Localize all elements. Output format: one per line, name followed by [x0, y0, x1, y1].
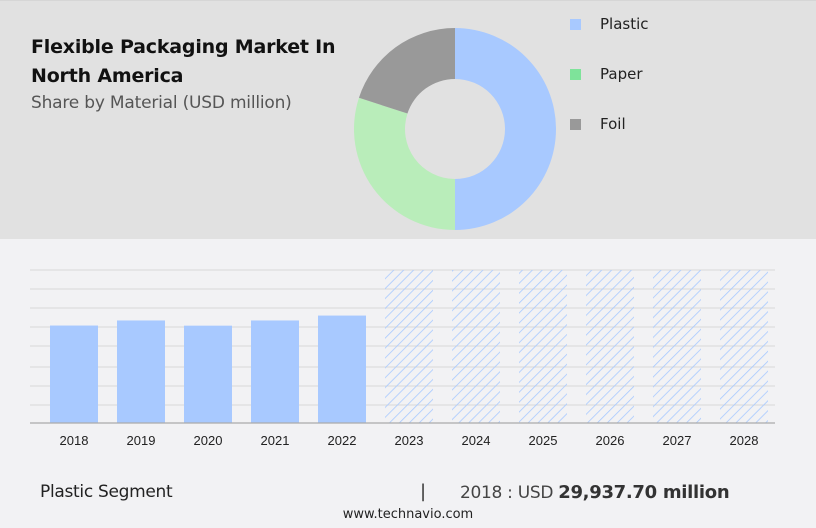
bar-2028: [720, 270, 768, 423]
x-label-2024: 2024: [461, 433, 491, 448]
donut-slice-paper: [354, 97, 455, 231]
legend-label: Paper: [600, 65, 643, 83]
value-amount: 29,937.70 million: [558, 482, 730, 503]
bar-2024: [452, 270, 500, 423]
bar-2026: [586, 270, 634, 423]
bar-2022: [318, 315, 366, 423]
bar-2019: [117, 320, 165, 423]
bars: [50, 270, 768, 423]
donut-slice-foil: [358, 28, 455, 114]
bar-chart: [30, 269, 775, 424]
donut-slice-plastic: [455, 28, 556, 230]
chart-title: Flexible Packaging Market In North Ameri…: [31, 36, 336, 87]
foil-swatch-icon: [570, 118, 581, 130]
plastic-swatch-icon: [570, 18, 581, 30]
x-label-2023: 2023: [394, 433, 424, 448]
legend-item-plastic: Plastic: [570, 15, 649, 33]
value-prefix: 2018 : USD: [460, 483, 554, 503]
bar-2020: [184, 325, 232, 423]
bar-2025: [519, 270, 567, 423]
bar-2021: [251, 320, 299, 423]
legend-label: Plastic: [600, 15, 649, 33]
x-label-2025: 2025: [528, 433, 558, 448]
x-label-2022: 2022: [327, 433, 357, 448]
source-url: www.technavio.com: [342, 507, 474, 522]
x-label-2018: 2018: [59, 433, 89, 448]
x-label-2028: 2028: [729, 433, 759, 448]
x-label-2020: 2020: [193, 433, 223, 448]
x-label-2019: 2019: [126, 433, 156, 448]
separator: |: [420, 481, 427, 502]
legend-item-paper: Paper: [570, 65, 642, 83]
legend-item-foil: Foil: [570, 115, 626, 133]
bar-2023: [385, 270, 433, 423]
donut-chart: [354, 28, 556, 231]
x-label-2027: 2027: [662, 433, 692, 448]
bar-2027: [653, 270, 701, 423]
summary-panel: Flexible Packaging Market In North Ameri…: [0, 0, 816, 239]
paper-swatch-icon: [570, 68, 581, 80]
x-label-2026: 2026: [595, 433, 625, 448]
x-label-2021: 2021: [260, 433, 290, 448]
legend-label: Foil: [600, 115, 626, 133]
bar-2018: [50, 325, 98, 423]
segment-value: 2018 : USD 29,937.70 million: [460, 482, 730, 503]
segment-label: Plastic Segment: [40, 482, 173, 502]
chart-subtitle: Share by Material (USD million): [31, 93, 292, 113]
